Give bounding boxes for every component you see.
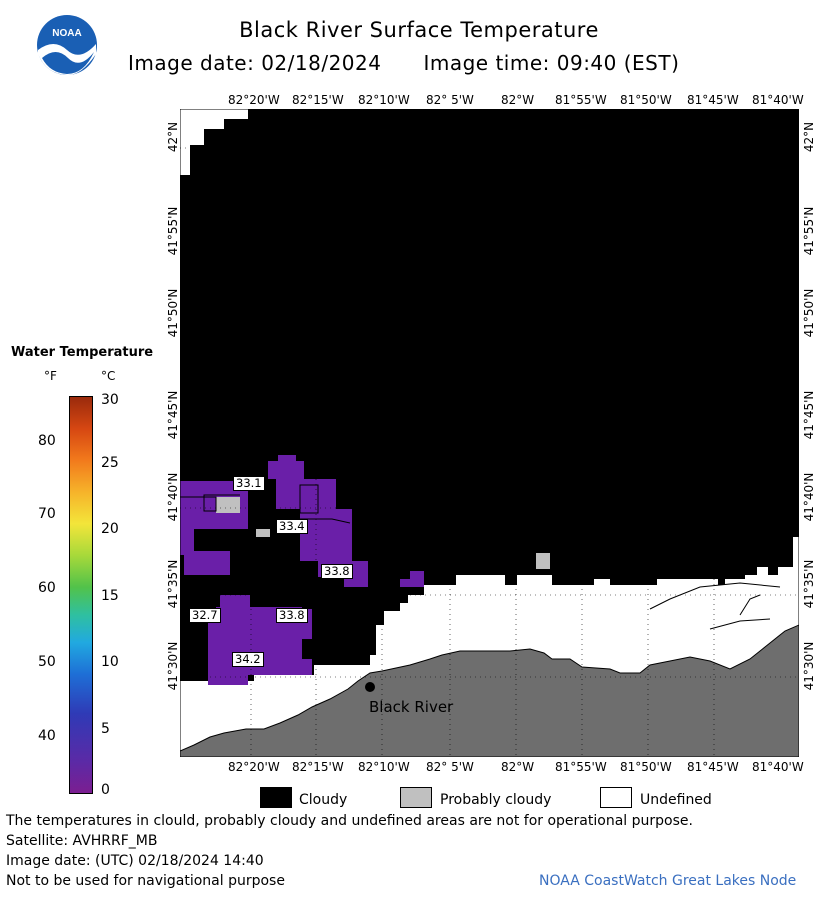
unit-fahrenheit: °F: [44, 369, 57, 383]
isotherm-lines: [180, 484, 781, 630]
lon-label: 82°15'W: [292, 760, 344, 774]
disclaimer-text: The temperatures in clould, probably clo…: [6, 813, 693, 829]
undefined-swatch: [600, 787, 632, 808]
temperature-callout: 33.8: [321, 564, 353, 579]
lon-label: 81°45'W: [687, 93, 739, 107]
c-tick: 5: [101, 721, 110, 737]
lat-label: 41°50'N: [802, 288, 816, 338]
water-temperature-pixels: [180, 455, 424, 685]
probably-cloudy-pixels: [216, 497, 550, 569]
f-tick: 50: [38, 654, 56, 670]
lat-label: 42°N: [802, 121, 816, 153]
lon-label: 81°40'W: [752, 760, 804, 774]
lat-label: 41°45'N: [802, 390, 816, 440]
c-tick: 15: [101, 588, 119, 604]
lat-label: 41°55'N: [166, 206, 180, 256]
image-time: Image time: 09:40 (EST): [423, 51, 680, 75]
lat-label: 41°55'N: [802, 206, 816, 256]
page-title: Black River Surface Temperature: [239, 18, 599, 42]
lat-label: 41°40'N: [802, 472, 816, 522]
unit-celsius: °C: [101, 369, 116, 383]
f-tick: 70: [38, 506, 56, 522]
temperature-callout: 32.7: [189, 608, 221, 623]
temperature-map: [180, 109, 799, 757]
land-region: [180, 624, 799, 757]
temperature-callout: 33.4: [276, 519, 308, 534]
lon-label: 81°55'W: [555, 93, 607, 107]
lon-label: 81°45'W: [687, 760, 739, 774]
image-date: Image date: 02/18/2024: [128, 51, 382, 75]
probably-cloudy-swatch: [400, 787, 432, 808]
satellite-text: Satellite: AVHRRF_MB: [6, 833, 158, 849]
temperature-callout: 33.8: [276, 608, 308, 623]
lon-label: 82°10'W: [358, 760, 410, 774]
lon-label: 81°55'W: [555, 760, 607, 774]
f-tick: 60: [38, 580, 56, 596]
navigation-warning: Not to be used for navigational purpose: [6, 873, 285, 889]
lon-label: 82° 5'W: [426, 760, 474, 774]
temperature-callout: 33.1: [233, 476, 265, 491]
lon-label: 81°50'W: [620, 93, 672, 107]
noaa-logo-icon: NOAA: [36, 14, 98, 80]
lat-label: 41°35'N: [166, 559, 180, 609]
cloudy-swatch: [260, 787, 292, 808]
lon-label: 82°W: [501, 93, 535, 107]
c-tick: 0: [101, 782, 110, 798]
lon-label: 81°50'W: [620, 760, 672, 774]
node-credit: NOAA CoastWatch Great Lakes Node: [539, 873, 797, 889]
cloudy-label: Cloudy: [299, 792, 348, 808]
lat-label: 41°30'N: [802, 641, 816, 691]
lon-label: 82° 5'W: [426, 93, 474, 107]
lon-label: 82°10'W: [358, 93, 410, 107]
f-tick: 80: [38, 433, 56, 449]
colorbar: [69, 396, 93, 794]
lon-label: 82°15'W: [292, 93, 344, 107]
graticule: [180, 109, 799, 757]
lat-label: 41°40'N: [166, 472, 180, 522]
lat-label: 42°N: [166, 121, 180, 153]
undefined-label: Undefined: [640, 792, 712, 808]
lon-label: 82°20'W: [228, 93, 280, 107]
black-river-marker: [365, 682, 375, 692]
location-label: Black River: [369, 698, 454, 716]
lat-label: 41°50'N: [166, 288, 180, 338]
probably-cloudy-label: Probably cloudy: [440, 792, 552, 808]
lon-label: 82°20'W: [228, 760, 280, 774]
lat-label: 41°45'N: [166, 390, 180, 440]
c-tick: 20: [101, 521, 119, 537]
lon-label: 81°40'W: [752, 93, 804, 107]
c-tick: 10: [101, 654, 119, 670]
temperature-callout: 34.2: [232, 652, 264, 667]
c-tick: 30: [101, 392, 119, 408]
lon-label: 82°W: [501, 760, 535, 774]
utc-date-text: Image date: (UTC) 02/18/2024 14:40: [6, 853, 264, 869]
logo-text: NOAA: [52, 28, 81, 39]
c-tick: 25: [101, 455, 119, 471]
f-tick: 40: [38, 728, 56, 744]
legend-title: Water Temperature: [11, 345, 154, 360]
lat-label: 41°30'N: [166, 641, 180, 691]
lat-label: 41°35'N: [802, 559, 816, 609]
image-datetime: Image date: 02/18/2024 Image time: 09:40 …: [128, 51, 721, 75]
